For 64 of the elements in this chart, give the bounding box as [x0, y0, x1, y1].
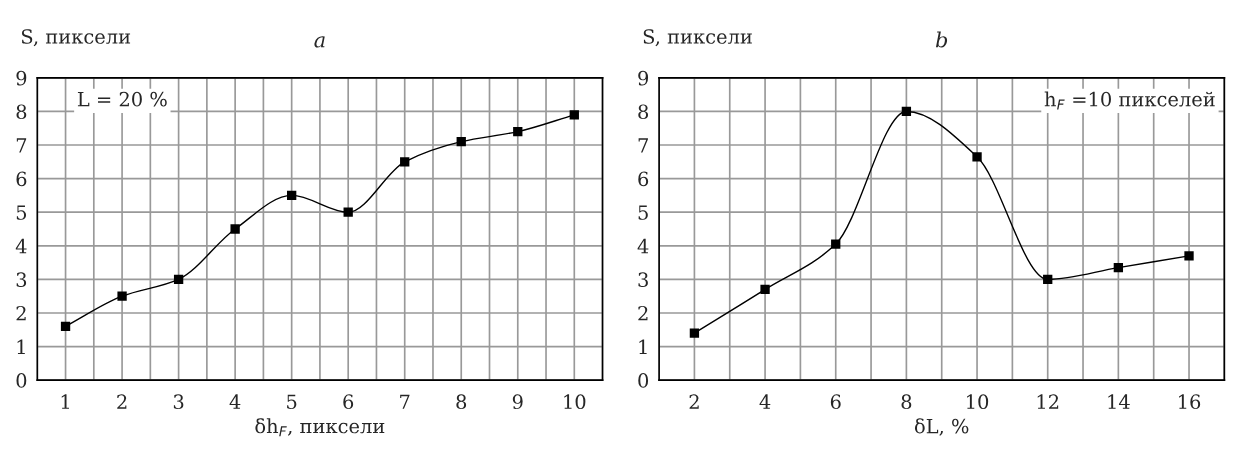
x-axis-title: δh$_{F}$, пиксели: [255, 418, 385, 437]
x-tick-label: 10: [967, 394, 989, 410]
point: [400, 157, 410, 167]
x-tick-label: 4: [759, 394, 771, 409]
x-tick-label: 7: [400, 394, 410, 409]
y-tick-label: 0: [638, 373, 649, 388]
x-tick-label: 1: [61, 394, 69, 409]
point: [287, 190, 297, 201]
point: [60, 321, 71, 332]
x-tick-label: 10: [564, 394, 586, 410]
y-tick-label: 1: [639, 339, 647, 354]
y-tick-label: 1: [17, 339, 25, 354]
point: [760, 284, 770, 295]
y-tick-label: 8: [638, 104, 649, 120]
y-tick-label: 2: [16, 305, 26, 321]
y-axis-title: S, пиксели: [21, 29, 131, 47]
y-tick-label: 5: [16, 205, 27, 220]
y-tick-label: 7: [638, 138, 648, 153]
point: [173, 274, 184, 285]
y-tick-label: 7: [16, 138, 27, 153]
x-tick-label: 3: [173, 394, 184, 410]
x-tick-label: 14: [1108, 394, 1130, 409]
x-tick-label: 5: [287, 394, 297, 410]
y-tick-label: 6: [638, 171, 649, 187]
y-tick-label: 2: [638, 305, 648, 321]
y-tick-label: 3: [16, 272, 27, 288]
x-tick-label: 2: [117, 394, 127, 409]
point: [1113, 262, 1124, 273]
y-tick-label: 0: [16, 373, 27, 388]
x-tick-label: 16: [1179, 394, 1201, 410]
x-tick-label: 2: [689, 394, 699, 409]
x-tick-label: 9: [512, 394, 523, 410]
y-axis-title: S, пиксели: [643, 29, 752, 47]
point: [343, 207, 353, 217]
y-tick-label: 8: [16, 104, 27, 120]
x-tick-label: 6: [343, 394, 354, 410]
point: [1043, 274, 1053, 285]
y-tick-label: 9: [638, 70, 649, 86]
y-tick-label: 9: [16, 70, 27, 86]
x-tick-label: 6: [830, 394, 841, 410]
y-tick-label: 6: [16, 171, 27, 187]
y-tick-label: 5: [638, 205, 648, 220]
point: [972, 152, 982, 162]
y-tick-label: 4: [637, 238, 649, 254]
point: [513, 126, 523, 137]
y-tick-label: 3: [638, 272, 648, 288]
x-axis-title: δL, %: [914, 418, 969, 436]
point: [689, 328, 700, 338]
x-tick-label: 8: [456, 394, 467, 410]
annotation: L = 20 %: [77, 91, 167, 107]
point: [230, 224, 240, 234]
annotation: h$_{F}$ =10 пикселей: [1044, 91, 1215, 110]
point: [831, 239, 841, 249]
chart-title: b: [935, 31, 948, 48]
point: [456, 137, 466, 147]
point: [569, 110, 579, 120]
point: [1184, 251, 1194, 261]
y-tick-label: 4: [15, 238, 27, 254]
x-tick-label: 4: [229, 394, 241, 409]
chart-title: a: [314, 36, 325, 48]
point: [901, 106, 912, 117]
point: [117, 291, 127, 301]
x-tick-label: 12: [1037, 394, 1059, 409]
x-tick-label: 8: [901, 394, 912, 410]
